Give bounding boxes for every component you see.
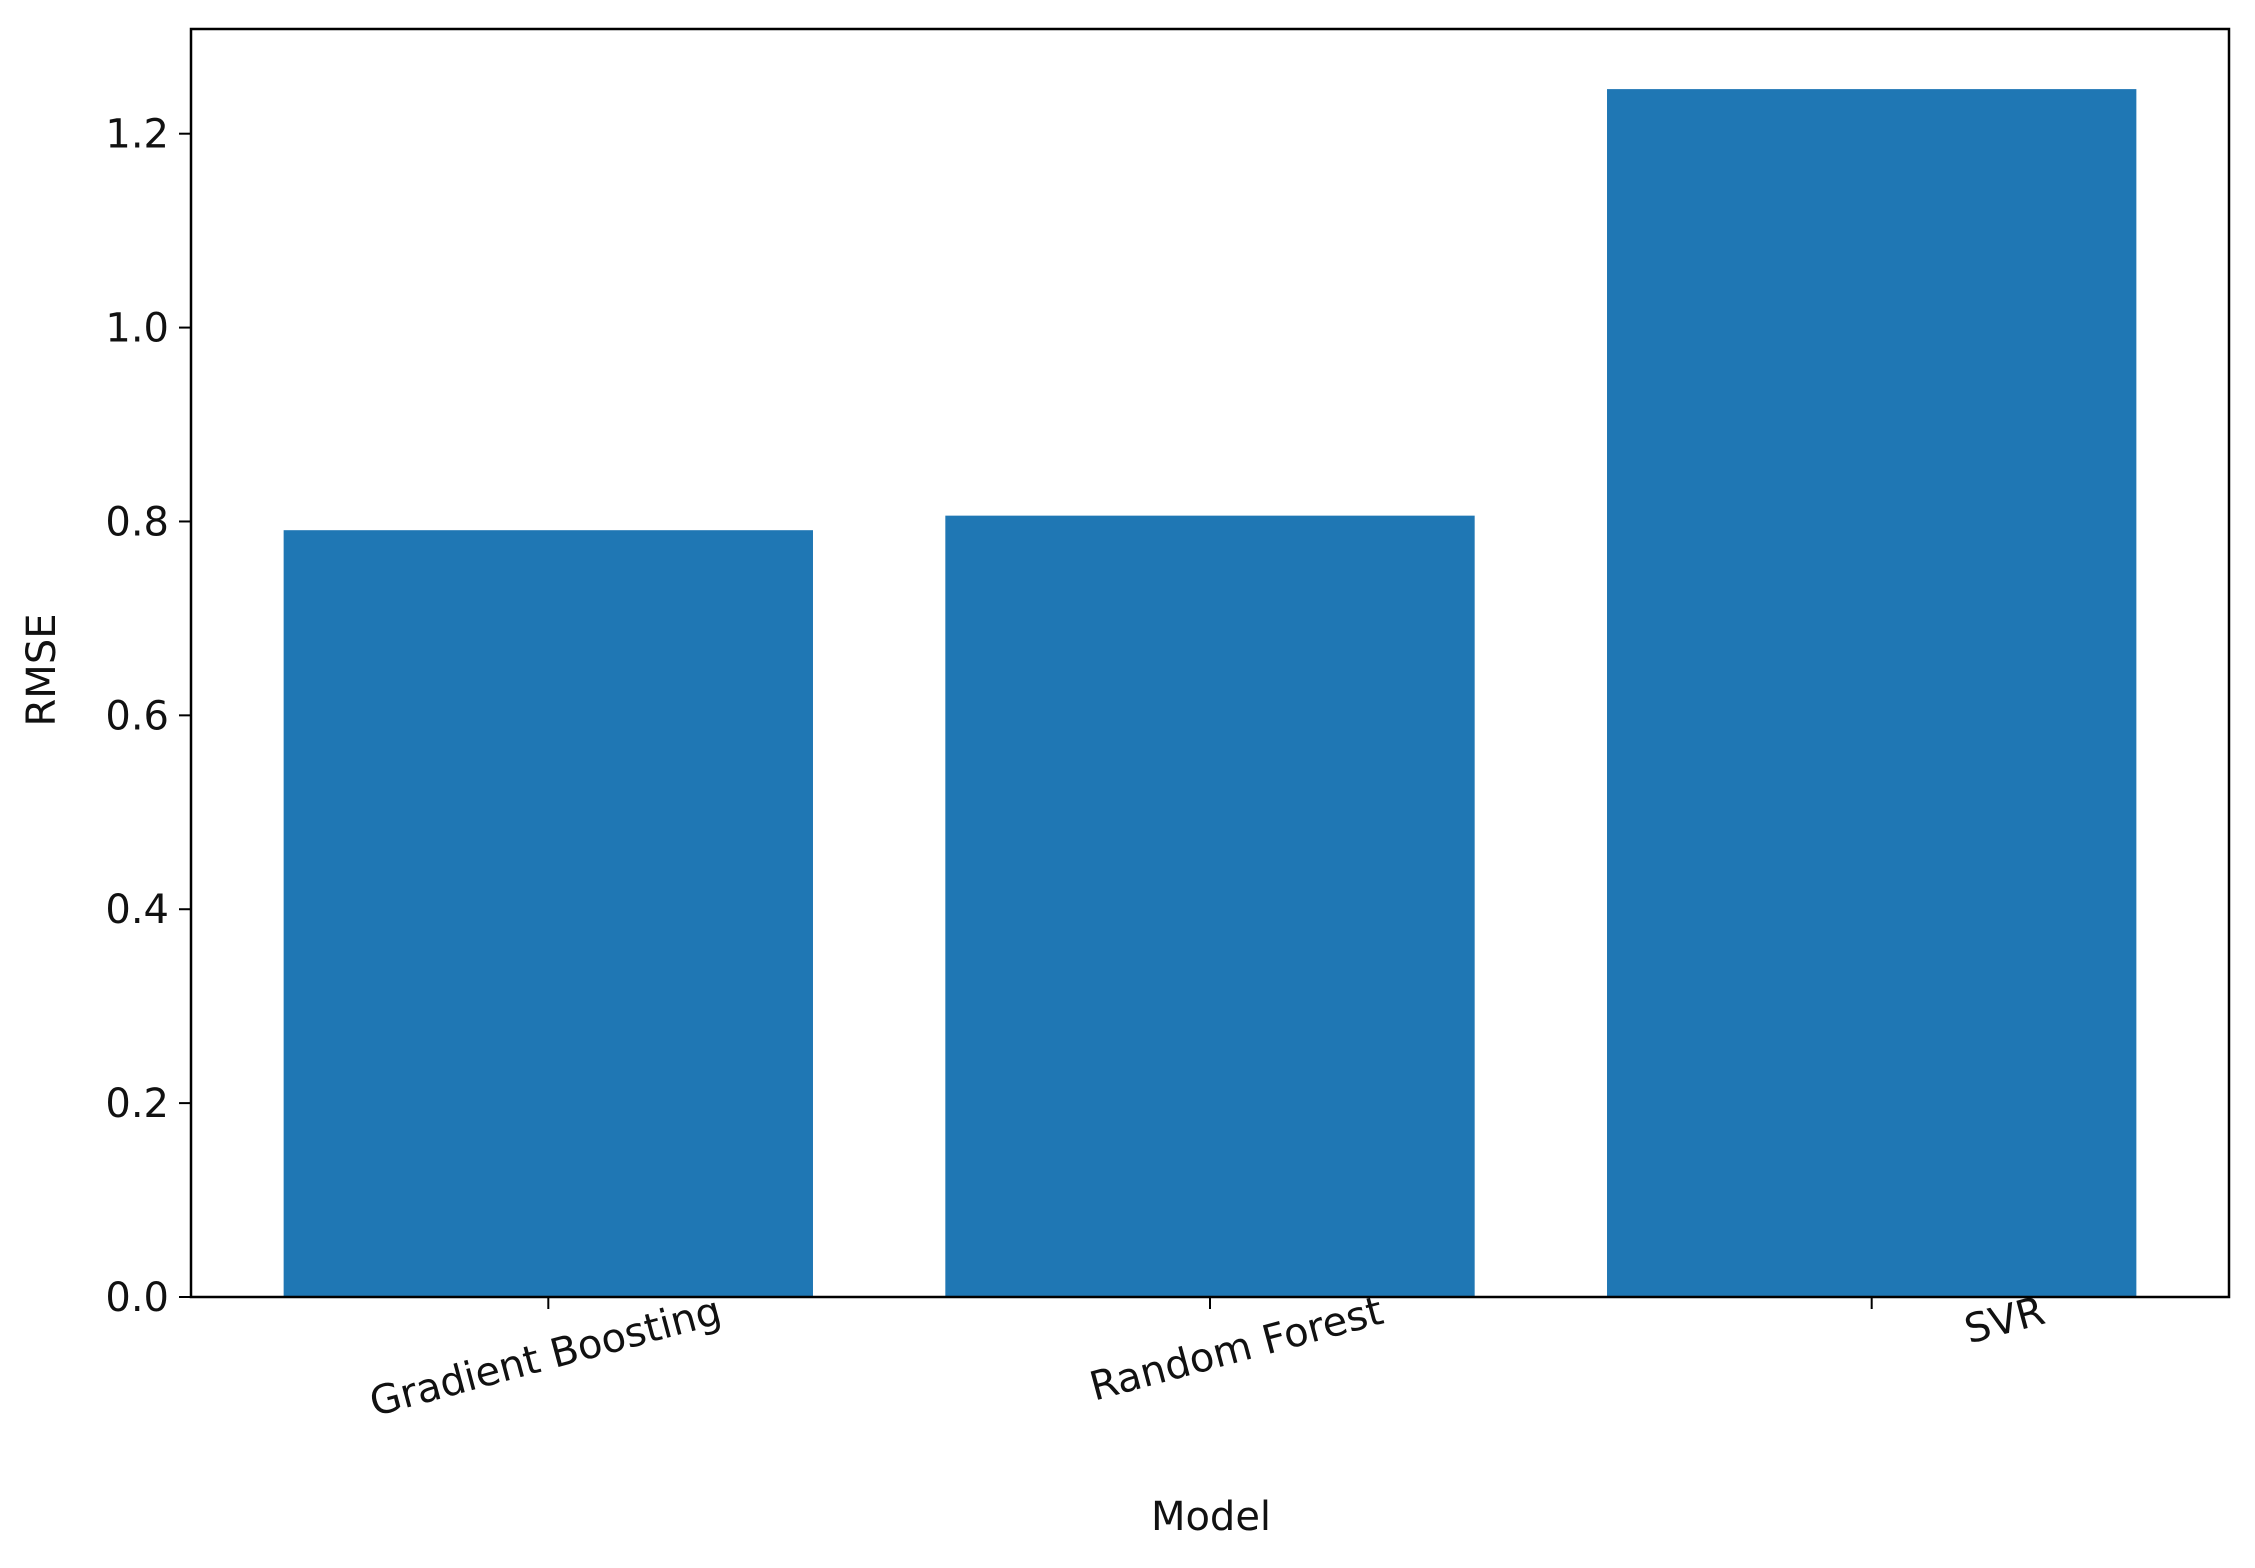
bar	[1607, 89, 2137, 1297]
y-tick-label: 0.2	[105, 1081, 169, 1127]
bar	[283, 530, 813, 1297]
y-tick-label: 1.0	[105, 306, 169, 352]
plot-frame	[189, 27, 2231, 1299]
y-axis-label: RMSE	[19, 614, 65, 727]
y-tick-label: 0.4	[105, 887, 169, 933]
y-tick-label: 1.2	[105, 112, 169, 158]
bar	[945, 515, 1475, 1297]
x-tick-label: Gradient Boosting	[365, 1288, 726, 1426]
x-axis-label: Model	[1151, 1494, 1271, 1540]
y-tick-label: 0.0	[105, 1275, 169, 1321]
y-tick-label: 0.8	[105, 499, 169, 545]
y-tick-label: 0.6	[105, 693, 169, 739]
x-tick-label: Random Forest	[1085, 1288, 1388, 1410]
